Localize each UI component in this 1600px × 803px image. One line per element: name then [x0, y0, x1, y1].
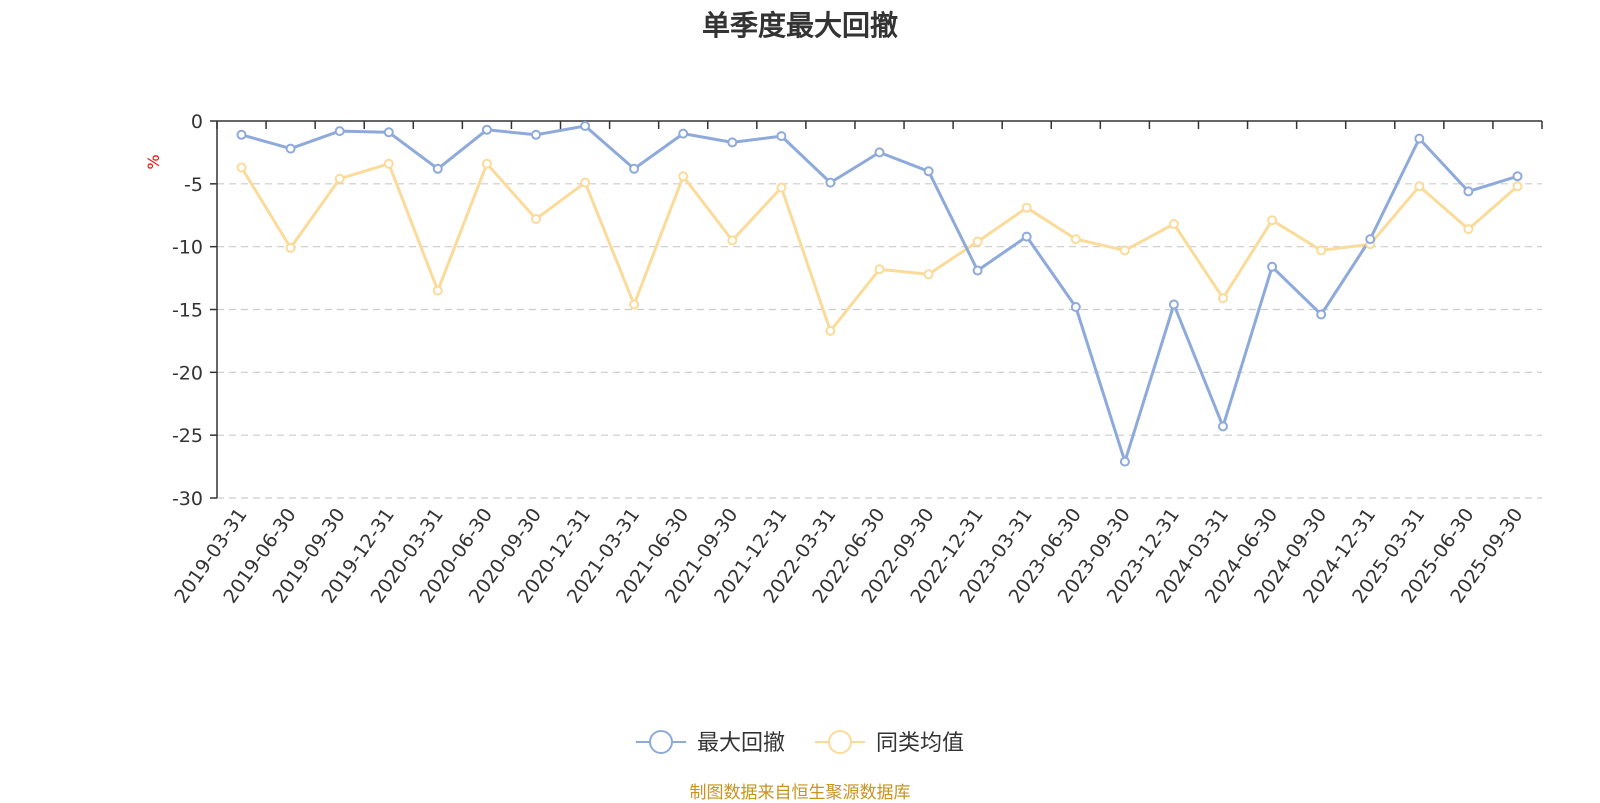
- data-point-peer-average: [1168, 219, 1179, 229]
- data-point-max-drawdown: [1267, 261, 1278, 272]
- y-tick-label: -15: [172, 300, 203, 322]
- data-point-max-drawdown: [1512, 171, 1523, 182]
- data-point-peer-average: [825, 325, 836, 336]
- legend-label-max-drawdown: 最大回撤: [697, 731, 785, 756]
- data-point-peer-average: [1119, 245, 1130, 256]
- data-point-peer-average: [481, 158, 492, 169]
- legend-label-peer-average: 同类均值: [876, 731, 964, 756]
- data-point-peer-average: [727, 235, 738, 246]
- series-line-max-drawdown: [241, 124, 1518, 464]
- data-point-max-drawdown: [1365, 234, 1376, 245]
- data-point-max-drawdown: [236, 129, 247, 140]
- data-point-max-drawdown: [383, 127, 394, 138]
- data-point-peer-average: [1021, 202, 1032, 213]
- source-note: 制图数据来自恒生聚源数据库: [689, 783, 911, 803]
- y-tick-label: -30: [172, 488, 203, 510]
- data-point-peer-average: [285, 242, 296, 253]
- data-point-max-drawdown: [1119, 456, 1130, 467]
- tick-labels: 0-5-10-15-20-25-302019-03-312019-06-3020…: [170, 111, 1527, 607]
- data-point-peer-average: [1267, 215, 1278, 226]
- y-tick-label: -5: [184, 174, 203, 196]
- y-axis-unit-label: %: [144, 154, 163, 169]
- data-point-peer-average: [236, 162, 247, 173]
- data-point-max-drawdown: [334, 126, 345, 137]
- data-point-peer-average: [972, 236, 983, 247]
- data-point-max-drawdown: [825, 177, 836, 188]
- data-point-peer-average: [1414, 181, 1425, 192]
- data-point-max-drawdown: [678, 128, 689, 139]
- chart-title: 单季度最大回撤: [701, 9, 898, 42]
- gridlines: [217, 183, 1542, 499]
- legend-marker-peer-average: [828, 730, 852, 754]
- data-point-peer-average: [432, 285, 443, 296]
- y-tick-label: -10: [172, 237, 203, 259]
- data-point-peer-average: [678, 171, 689, 182]
- data-point-peer-average: [334, 173, 345, 184]
- data-point-peer-average: [1512, 181, 1523, 192]
- data-point-peer-average: [1463, 224, 1474, 235]
- data-point-peer-average: [383, 158, 394, 169]
- data-point-max-drawdown: [285, 143, 296, 154]
- legend-item-max-drawdown[interactable]: 最大回撤: [636, 730, 785, 756]
- series-lines: [236, 121, 1523, 467]
- data-point-max-drawdown: [1414, 133, 1425, 144]
- y-tick-label: -25: [172, 425, 203, 447]
- data-point-max-drawdown: [1070, 302, 1081, 312]
- data-point-max-drawdown: [874, 147, 885, 158]
- data-point-peer-average: [580, 177, 591, 188]
- data-point-max-drawdown: [432, 163, 443, 174]
- data-point-max-drawdown: [580, 121, 591, 131]
- data-point-max-drawdown: [776, 131, 787, 142]
- y-tick-label: -20: [172, 362, 203, 384]
- data-point-max-drawdown: [923, 166, 934, 177]
- data-point-max-drawdown: [1316, 309, 1327, 320]
- data-point-max-drawdown: [972, 265, 983, 276]
- legend-item-peer-average[interactable]: 同类均值: [815, 730, 964, 756]
- data-point-peer-average: [776, 182, 787, 193]
- data-point-max-drawdown: [531, 129, 541, 140]
- data-point-peer-average: [923, 269, 934, 280]
- y-tick-label: 0: [191, 111, 203, 133]
- data-point-max-drawdown: [629, 163, 640, 174]
- data-point-max-drawdown: [1463, 186, 1474, 197]
- data-point-peer-average: [1218, 293, 1228, 304]
- legend-marker-max-drawdown: [649, 730, 673, 754]
- data-point-max-drawdown: [727, 137, 738, 148]
- data-point-peer-average: [531, 214, 541, 224]
- data-point-max-drawdown: [481, 124, 492, 135]
- data-point-peer-average: [1316, 245, 1327, 256]
- data-point-max-drawdown: [1021, 231, 1032, 242]
- data-point-peer-average: [1070, 234, 1081, 245]
- data-point-peer-average: [874, 264, 885, 275]
- data-point-max-drawdown: [1168, 299, 1179, 310]
- legend: 最大回撤 同类均值: [636, 730, 964, 756]
- data-point-peer-average: [629, 299, 640, 310]
- axes: [210, 120, 1543, 499]
- data-point-max-drawdown: [1218, 421, 1228, 432]
